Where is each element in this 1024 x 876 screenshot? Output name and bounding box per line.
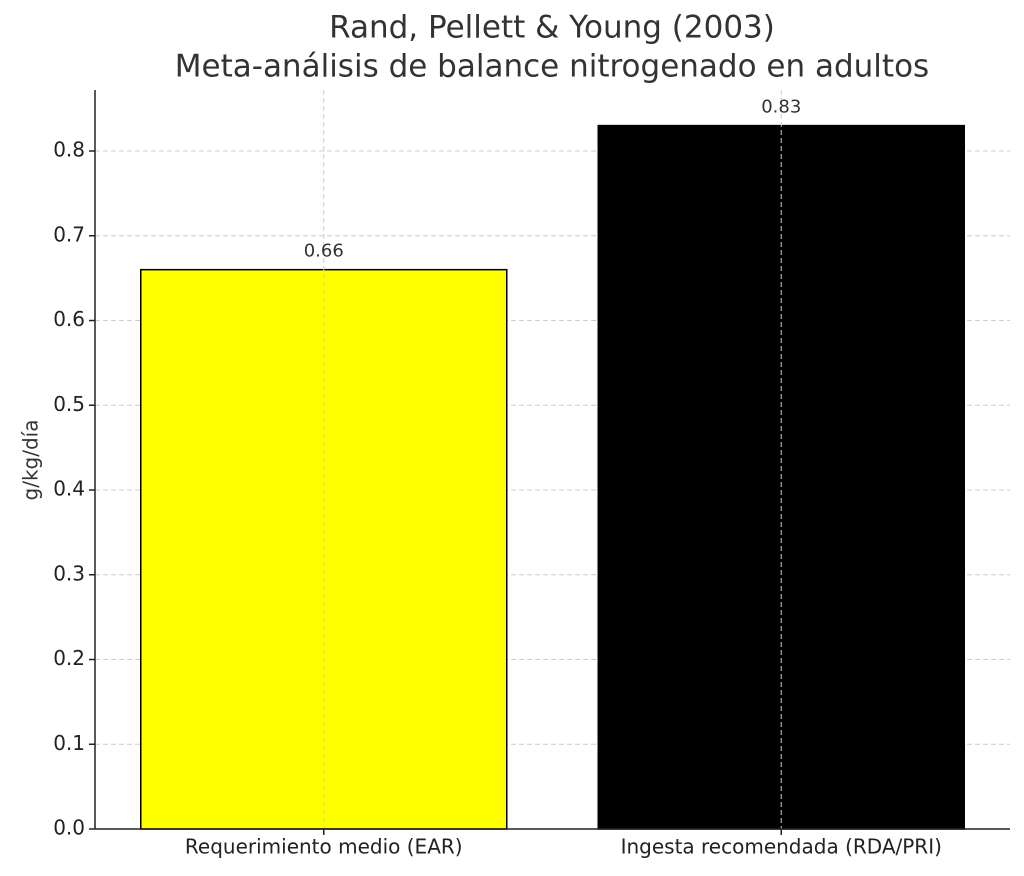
y-tick-label: 0.2 xyxy=(53,646,85,670)
y-tick-label: 0.6 xyxy=(53,307,85,331)
x-tick-label: Ingesta recomendada (RDA/PRI) xyxy=(621,835,942,859)
y-tick-label: 0.7 xyxy=(53,222,85,246)
y-tick-label: 0.8 xyxy=(53,138,85,162)
y-axis-label: g/kg/día xyxy=(19,420,43,501)
value-label: 0.66 xyxy=(304,241,344,262)
chart-subtitle: Meta-análisis de balance nitrogenado en … xyxy=(175,49,929,85)
y-tick-label: 0.1 xyxy=(53,731,85,755)
y-tick-label: 0.5 xyxy=(53,392,85,416)
y-tick-label: 0.4 xyxy=(53,477,85,501)
x-tick-label: Requerimiento medio (EAR) xyxy=(185,835,463,859)
y-tick-label: 0.3 xyxy=(53,561,85,585)
value-label: 0.83 xyxy=(761,97,801,118)
y-tick-label: 0.0 xyxy=(53,816,85,840)
chart-title: Rand, Pellett & Young (2003) xyxy=(329,10,775,46)
